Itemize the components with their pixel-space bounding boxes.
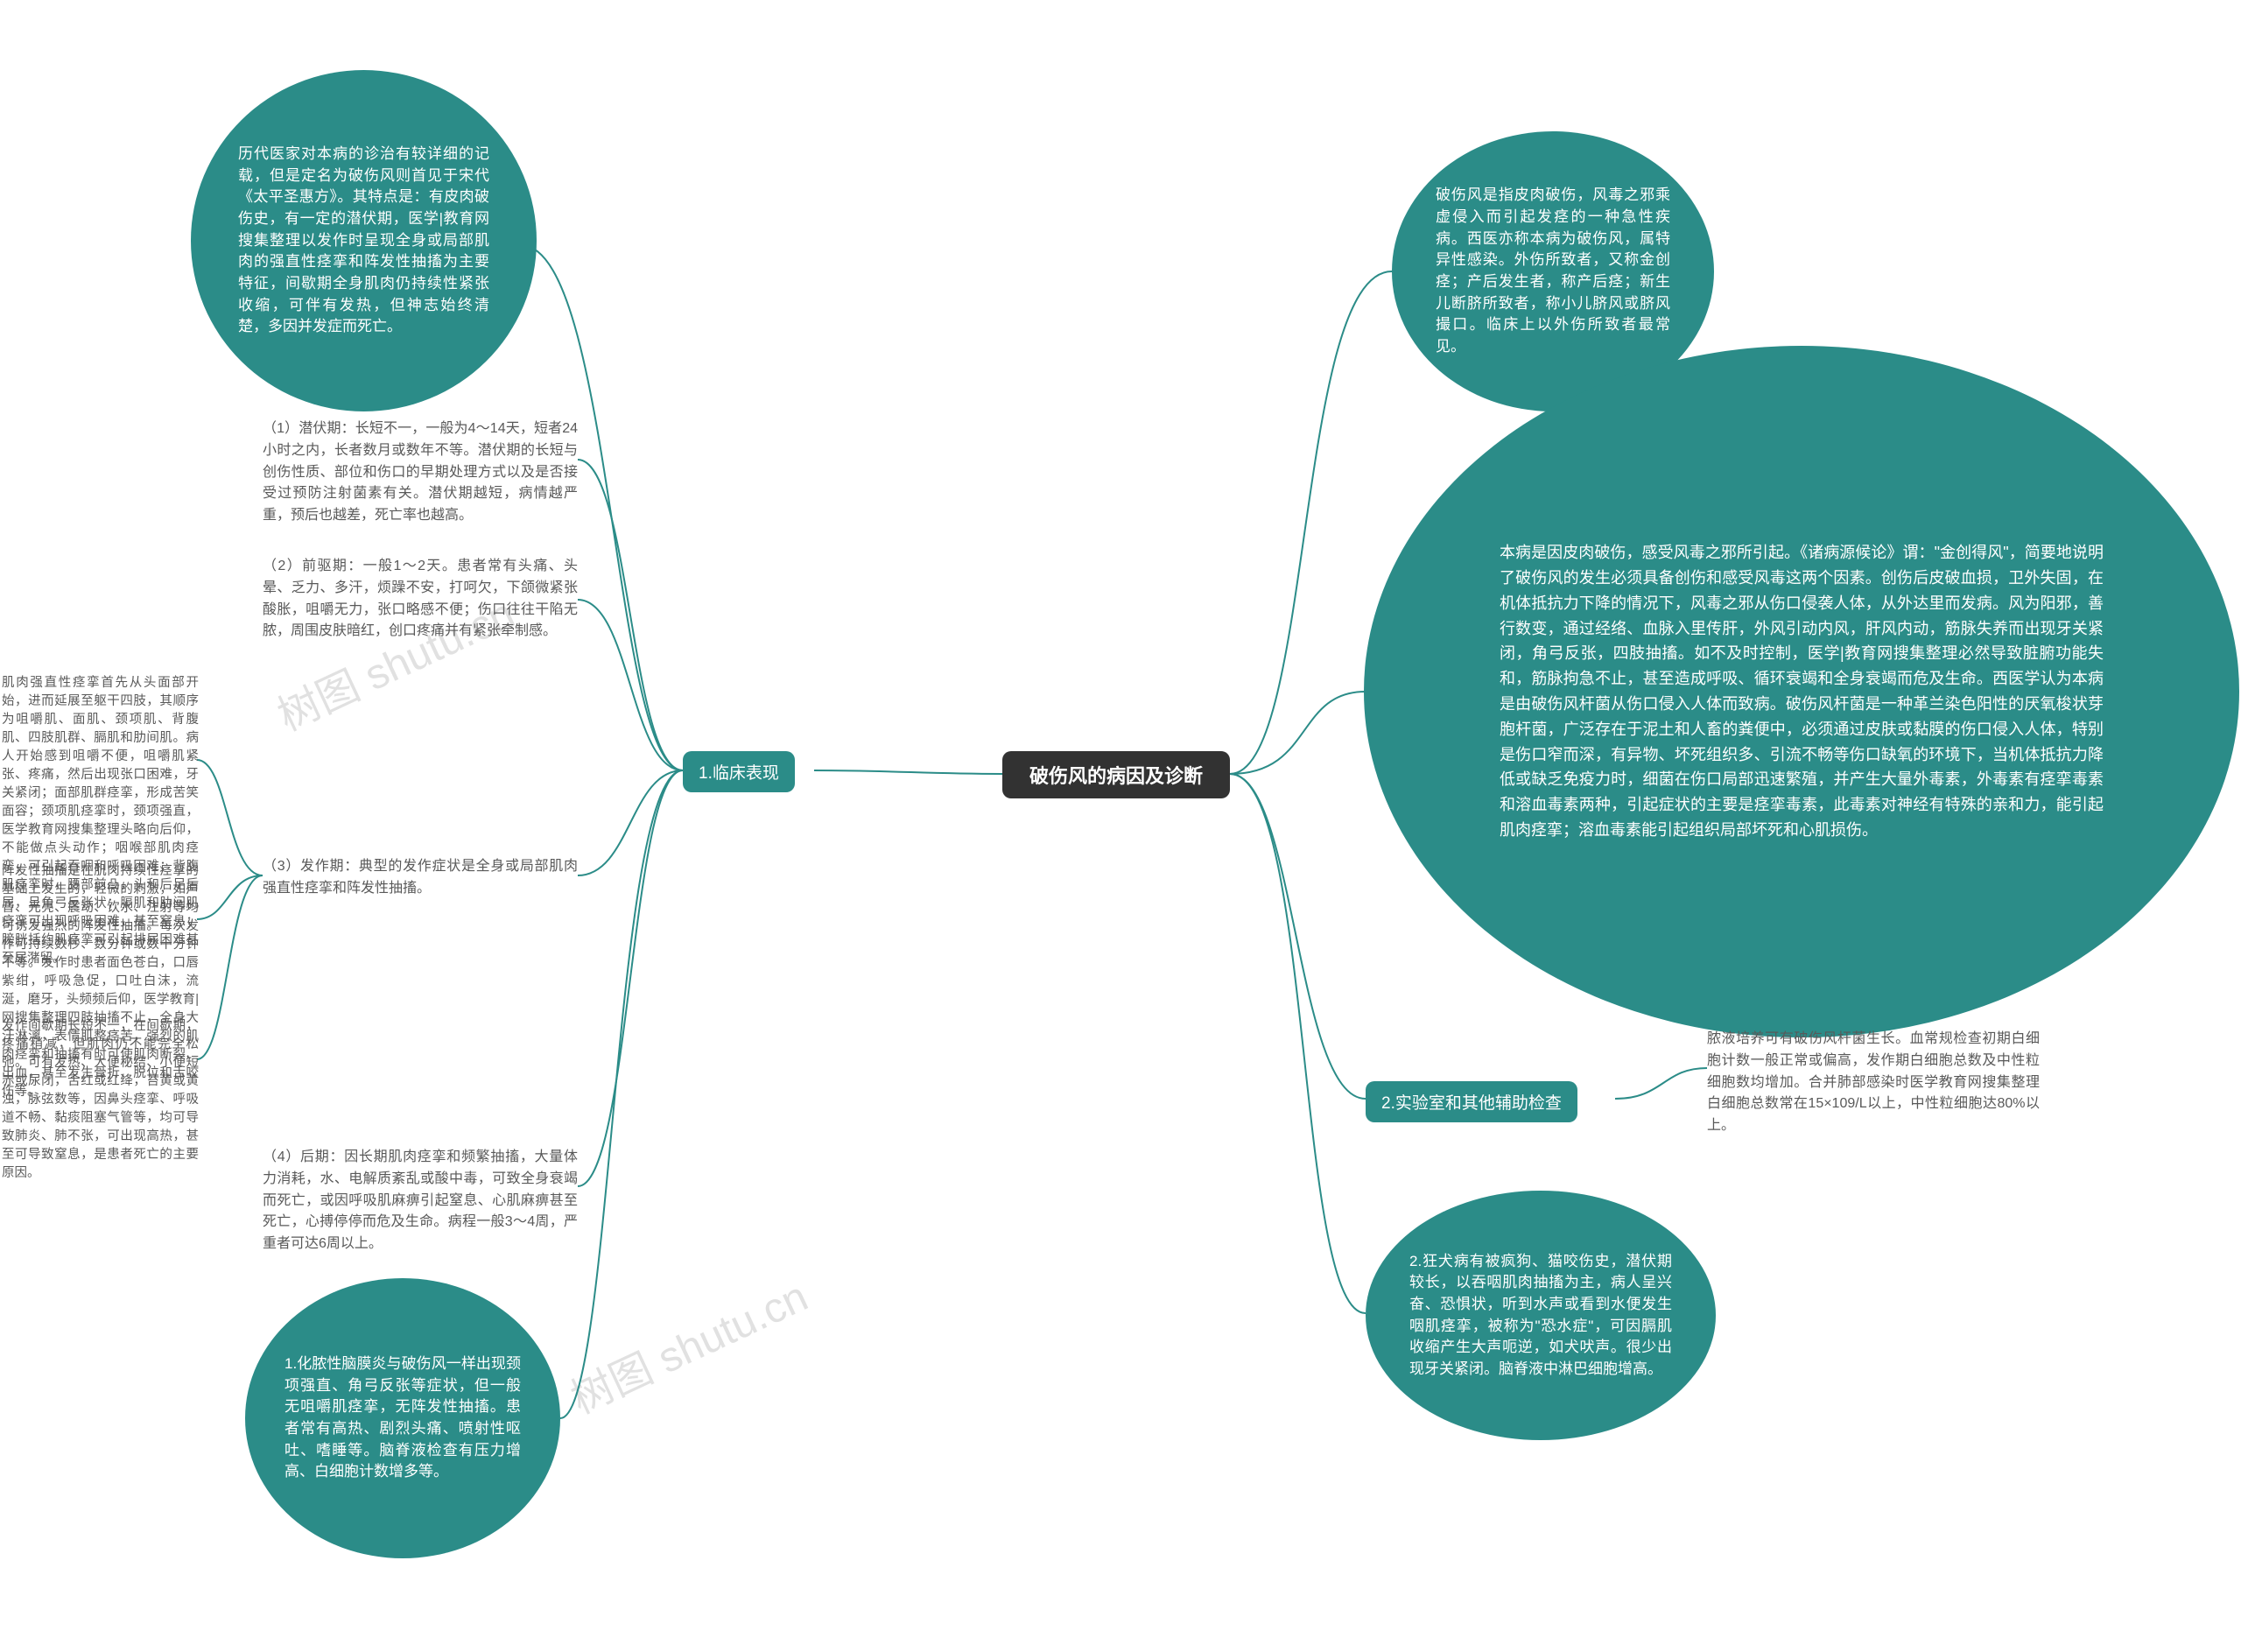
stage-onset-text: （3）发作期：典型的发作症状是全身或局部肌肉强直性痉挛和阵发性抽搐。 xyxy=(263,856,578,900)
stage-onset-interval-text: 发作间歇期长短不一，在间歇期，疼痛稍减，但肌肉仍不能完全松弛。可有发热、大便秘结… xyxy=(2,1017,199,1183)
right-big-pathogenesis: 本病是因皮肉破伤，感受风毒之邪所引起。《诸病源候论》谓："金创得风"，简要地说明… xyxy=(1364,346,2239,1037)
left-bottom-meningitis-text: 1.化脓性脑膜炎与破伤风一样出现颈项强直、角弓反张等症状，但一般无咀嚼肌痉挛，无… xyxy=(285,1353,521,1483)
branch-lab: 2.实验室和其他辅助检查 xyxy=(1366,1081,1577,1122)
right-bottom-rabies: 2.狂犬病有被疯狗、猫咬伤史，潜伏期较长，以吞咽肌肉抽搐为主，病人呈兴奋、恐惧状… xyxy=(1366,1191,1716,1440)
stage-prodromal-text: （2）前驱期：一般1～2天。患者常有头痛、头晕、乏力、多汗，烦躁不安，打呵欠，下… xyxy=(263,556,578,643)
right-lab-text-content: 脓液培养可有破伤风杆菌生长。血常规检查初期白细胞计数一般正常或偏高，发作期白细胞… xyxy=(1707,1029,2040,1137)
left-top-history: 历代医家对本病的诊治有较详细的记载，但是定名为破伤风则首见于宋代《太平圣惠方》。… xyxy=(191,70,537,411)
branch-clinical: 1.临床表现 xyxy=(683,751,795,792)
center-title: 破伤风的病因及诊断 xyxy=(1002,751,1230,798)
stage-prodromal: （2）前驱期：一般1～2天。患者常有头痛、头晕、乏力、多汗，烦躁不安，打呵欠，下… xyxy=(263,556,578,643)
right-top-definition-text: 破伤风是指皮肉破伤，风毒之邪乘虚侵入而引起发痉的一种急性疾病。西医亦称本病为破伤… xyxy=(1436,185,1670,357)
watermark: 树图 shutu.cn xyxy=(559,1262,816,1425)
right-big-pathogenesis-text: 本病是因皮肉破伤，感受风毒之邪所引起。《诸病源候论》谓："金创得风"，简要地说明… xyxy=(1500,540,2104,843)
stage-incubation-text: （1）潜伏期：长短不一，一般为4～14天，短者24小时之内，长者数月或数年不等。… xyxy=(263,418,578,527)
stage-late-text: （4）后期：因长期肌肉痉挛和频繁抽搐，大量体力消耗，水、电解质紊乱或酸中毒，可致… xyxy=(263,1147,578,1255)
left-bottom-meningitis: 1.化脓性脑膜炎与破伤风一样出现颈项强直、角弓反张等症状，但一般无咀嚼肌痉挛，无… xyxy=(245,1278,560,1558)
stage-onset: （3）发作期：典型的发作症状是全身或局部肌肉强直性痉挛和阵发性抽搐。 xyxy=(263,856,578,900)
stage-onset-interval: 发作间歇期长短不一，在间歇期，疼痛稍减，但肌肉仍不能完全松弛。可有发热、大便秘结… xyxy=(2,1017,199,1183)
branch-lab-label: 2.实验室和其他辅助检查 xyxy=(1381,1090,1562,1114)
branch-clinical-label: 1.临床表现 xyxy=(699,760,779,784)
center-title-text: 破伤风的病因及诊断 xyxy=(1029,761,1203,789)
stage-late: （4）后期：因长期肌肉痉挛和频繁抽搐，大量体力消耗，水、电解质紊乱或酸中毒，可致… xyxy=(263,1147,578,1255)
left-top-history-text: 历代医家对本病的诊治有较详细的记载，但是定名为破伤风则首见于宋代《太平圣惠方》。… xyxy=(238,144,489,338)
right-lab-text: 脓液培养可有破伤风杆菌生长。血常规检查初期白细胞计数一般正常或偏高，发作期白细胞… xyxy=(1707,1029,2040,1137)
stage-incubation: （1）潜伏期：长短不一，一般为4～14天，短者24小时之内，长者数月或数年不等。… xyxy=(263,418,578,527)
right-bottom-rabies-text: 2.狂犬病有被疯狗、猫咬伤史，潜伏期较长，以吞咽肌肉抽搐为主，病人呈兴奋、恐惧状… xyxy=(1409,1251,1672,1381)
